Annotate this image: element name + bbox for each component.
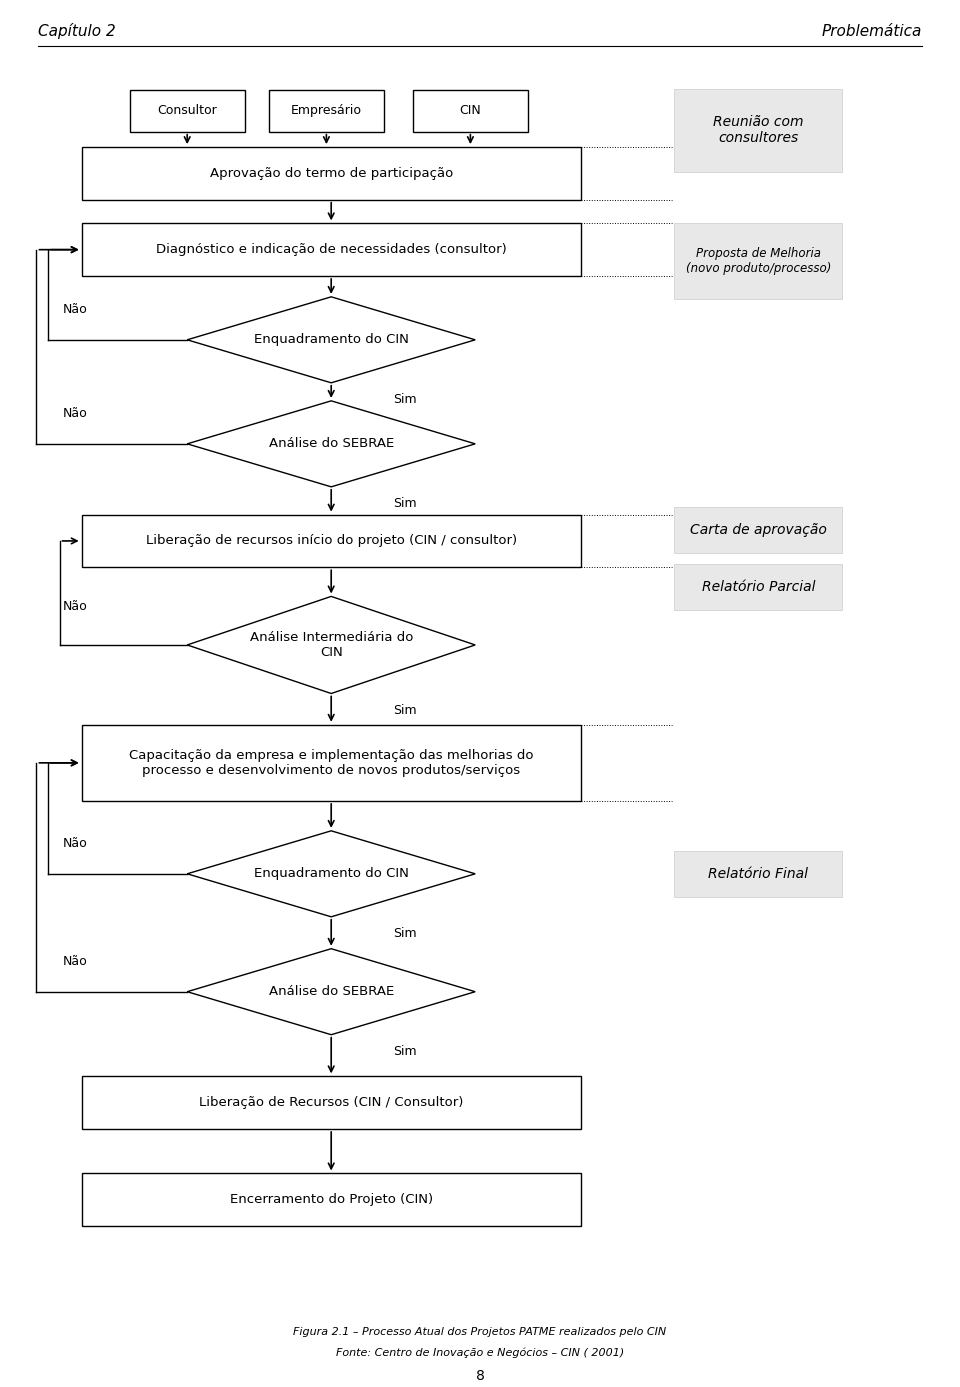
- Text: Diagnóstico e indicação de necessidades (consultor): Diagnóstico e indicação de necessidades …: [156, 243, 507, 257]
- FancyBboxPatch shape: [82, 1173, 581, 1226]
- FancyBboxPatch shape: [269, 90, 384, 132]
- FancyBboxPatch shape: [674, 89, 843, 172]
- Text: Análise do SEBRAE: Análise do SEBRAE: [269, 437, 394, 451]
- FancyBboxPatch shape: [413, 90, 528, 132]
- Text: Análise do SEBRAE: Análise do SEBRAE: [269, 985, 394, 999]
- Text: Encerramento do Projeto (CIN): Encerramento do Projeto (CIN): [229, 1193, 433, 1207]
- FancyBboxPatch shape: [674, 563, 843, 610]
- Polygon shape: [187, 401, 475, 487]
- Polygon shape: [187, 596, 475, 694]
- Text: Sim: Sim: [394, 703, 418, 717]
- FancyBboxPatch shape: [674, 852, 843, 897]
- Text: Capacitação da empresa e implementação das melhorias do
processo e desenvolvimen: Capacitação da empresa e implementação d…: [129, 749, 534, 777]
- Text: Não: Não: [62, 954, 87, 968]
- Text: Liberação de recursos início do projeto (CIN / consultor): Liberação de recursos início do projeto …: [146, 534, 516, 548]
- FancyBboxPatch shape: [130, 90, 245, 132]
- Text: Não: Não: [62, 406, 87, 420]
- FancyBboxPatch shape: [674, 508, 843, 552]
- Polygon shape: [187, 831, 475, 917]
- Text: Relatório Parcial: Relatório Parcial: [702, 580, 815, 594]
- Polygon shape: [187, 297, 475, 383]
- Text: Liberação de Recursos (CIN / Consultor): Liberação de Recursos (CIN / Consultor): [199, 1096, 464, 1110]
- Text: Proposta de Melhoria
(novo produto/processo): Proposta de Melhoria (novo produto/proce…: [685, 247, 831, 275]
- Text: 8: 8: [475, 1369, 485, 1383]
- Text: Fonte: Centro de Inovação e Negócios – CIN ( 2001): Fonte: Centro de Inovação e Negócios – C…: [336, 1347, 624, 1358]
- Text: Sim: Sim: [394, 393, 418, 406]
- Text: Sim: Sim: [394, 927, 418, 940]
- FancyBboxPatch shape: [82, 724, 581, 802]
- Text: Enquadramento do CIN: Enquadramento do CIN: [253, 867, 409, 881]
- FancyBboxPatch shape: [82, 147, 581, 200]
- Polygon shape: [187, 949, 475, 1035]
- Text: Carta de aprovação: Carta de aprovação: [690, 523, 827, 537]
- Text: Relatório Final: Relatório Final: [708, 867, 808, 881]
- FancyBboxPatch shape: [674, 222, 843, 298]
- Text: Reunião com
consultores: Reunião com consultores: [713, 115, 804, 146]
- Text: Sim: Sim: [394, 1044, 418, 1058]
- Text: Sim: Sim: [394, 497, 418, 510]
- FancyBboxPatch shape: [82, 515, 581, 567]
- Text: Capítulo 2: Capítulo 2: [38, 22, 116, 39]
- Text: Não: Não: [62, 836, 87, 850]
- Text: CIN: CIN: [460, 104, 481, 118]
- FancyBboxPatch shape: [82, 1076, 581, 1129]
- Text: Não: Não: [62, 302, 87, 316]
- Text: Empresário: Empresário: [291, 104, 362, 118]
- Text: Enquadramento do CIN: Enquadramento do CIN: [253, 333, 409, 347]
- Text: Problemática: Problemática: [821, 24, 922, 39]
- Text: Consultor: Consultor: [157, 104, 217, 118]
- Text: Análise Intermediária do
CIN: Análise Intermediária do CIN: [250, 631, 413, 659]
- FancyBboxPatch shape: [82, 223, 581, 276]
- Text: Aprovação do termo de participação: Aprovação do termo de participação: [209, 166, 453, 180]
- Text: Figura 2.1 – Processo Atual dos Projetos PATME realizados pelo CIN: Figura 2.1 – Processo Atual dos Projetos…: [294, 1326, 666, 1337]
- Text: Não: Não: [62, 599, 87, 613]
